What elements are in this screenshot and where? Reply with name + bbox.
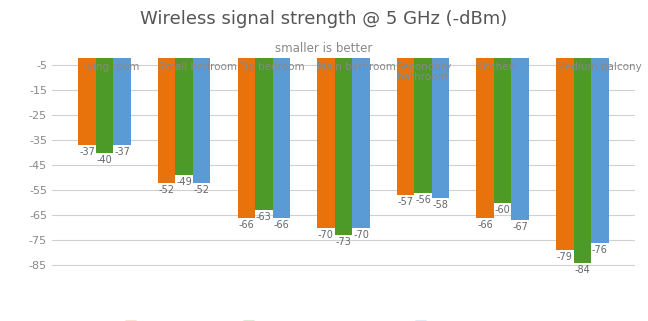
Text: -70: -70 (353, 230, 369, 240)
Bar (397, 53, 414, 195)
Bar (158, 53, 176, 183)
Text: -57: -57 (397, 197, 413, 207)
Text: -66: -66 (478, 220, 493, 230)
Text: -66: -66 (238, 220, 254, 230)
Text: -37: -37 (79, 147, 95, 157)
Text: -58: -58 (433, 200, 448, 210)
Bar (476, 53, 494, 218)
Bar (317, 53, 334, 228)
Text: Main bathroom: Main bathroom (317, 62, 396, 72)
Text: Kitchen: Kitchen (476, 62, 516, 72)
Legend: ASUS RT-AX88U, NETGEAR Nighthawk AX4, TP-LINK Archer C5400X: ASUS RT-AX88U, NETGEAR Nighthawk AX4, TP… (121, 317, 566, 321)
Bar (78, 53, 96, 145)
Text: -73: -73 (336, 237, 351, 247)
Text: -84: -84 (574, 265, 590, 275)
Bar (96, 53, 113, 153)
Text: Living room: Living room (78, 62, 140, 72)
Bar (414, 53, 432, 193)
Bar (176, 53, 193, 175)
Text: -79: -79 (557, 252, 573, 262)
Text: -56: -56 (415, 195, 431, 205)
Bar (193, 53, 211, 183)
Text: -70: -70 (318, 230, 334, 240)
Text: Wireless signal strength @ 5 GHz (-dBm): Wireless signal strength @ 5 GHz (-dBm) (141, 10, 507, 28)
Bar (238, 53, 255, 218)
Text: Big bedroom: Big bedroom (238, 62, 304, 72)
Text: -52: -52 (159, 185, 175, 195)
Text: Small bedroom: Small bedroom (158, 62, 237, 72)
Text: -49: -49 (176, 177, 192, 187)
Text: -67: -67 (512, 222, 528, 232)
Bar (334, 53, 353, 235)
Text: -63: -63 (256, 212, 272, 222)
Bar (494, 53, 511, 203)
Text: smaller is better: smaller is better (275, 42, 373, 55)
Bar (556, 53, 573, 250)
Text: -37: -37 (114, 147, 130, 157)
Bar (591, 53, 608, 243)
Bar (511, 53, 529, 220)
Bar (353, 53, 370, 228)
Bar (113, 53, 131, 145)
Bar (573, 53, 591, 263)
Text: -66: -66 (273, 220, 289, 230)
Text: -52: -52 (194, 185, 210, 195)
Text: -76: -76 (592, 245, 608, 255)
Text: -60: -60 (495, 205, 511, 215)
Bar (255, 53, 273, 210)
Text: Medium balcony: Medium balcony (556, 62, 642, 72)
Text: -40: -40 (97, 155, 113, 165)
Bar (273, 53, 290, 218)
Text: Secondary
bathroom: Secondary bathroom (397, 62, 452, 82)
Bar (432, 53, 449, 198)
